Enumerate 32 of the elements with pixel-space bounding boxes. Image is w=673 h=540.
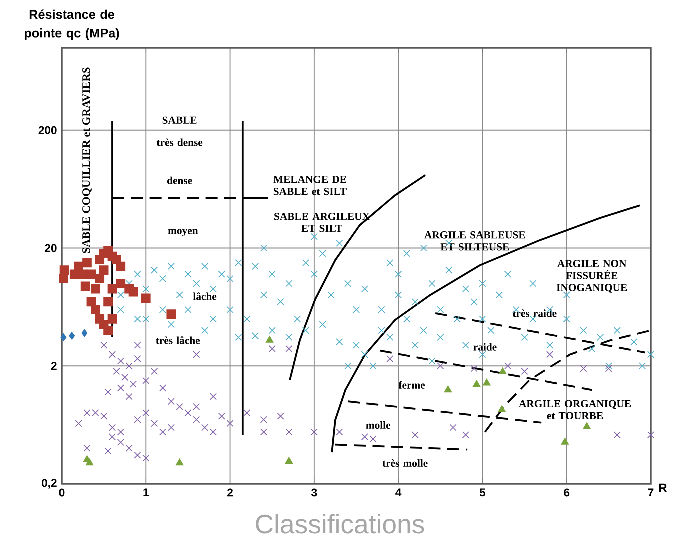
annotation: SABLE bbox=[162, 116, 197, 124]
annotation: très lâche bbox=[156, 336, 200, 344]
y-axis-title: Résistance de pointe qc (MPa) bbox=[24, 10, 120, 40]
x-tick-label: 1 bbox=[144, 488, 149, 497]
y-tick-label: 0,2 bbox=[42, 479, 57, 489]
annotation: ferme bbox=[398, 381, 426, 389]
annotation: ARGILE NON FISSURÉE INOGANIQUE bbox=[556, 260, 628, 293]
x-tick-label: 5 bbox=[480, 488, 486, 497]
x-tick-label: 2 bbox=[228, 488, 233, 497]
x-axis-title: R bbox=[659, 484, 668, 492]
text: Classifications bbox=[256, 514, 424, 534]
x-tick-label: 7 bbox=[648, 488, 654, 497]
annotation: dense bbox=[168, 176, 192, 184]
x-tick-label: 4 bbox=[396, 488, 402, 497]
annotation: moyen bbox=[168, 229, 198, 237]
annotation: molle bbox=[366, 422, 391, 430]
annotation: MELANGE DE SABLE et SILT bbox=[274, 176, 347, 196]
annotation: très dense bbox=[156, 138, 203, 146]
y-tick-label: 2 bbox=[51, 362, 57, 370]
annotation: SABLE ARGILEUX ET SILT bbox=[274, 213, 370, 232]
annotation: raide bbox=[474, 343, 497, 351]
y-tick-label: 20 bbox=[45, 244, 57, 252]
x-tick-label: 0 bbox=[59, 488, 65, 497]
annotation: très molle bbox=[382, 459, 428, 467]
annotation: ARGILE SABLEUSE ET SILTEUSE bbox=[424, 232, 526, 251]
y-tick-label: 200 bbox=[38, 126, 57, 134]
annotation: ARGILE ORGANIQUE et TOURBE bbox=[519, 400, 632, 420]
annotation: lâche bbox=[193, 292, 217, 300]
x-tick-label: 6 bbox=[564, 488, 570, 497]
annotation: SABLE COQUILLIER et GRAVIERS bbox=[82, 68, 92, 254]
annotation: très raide bbox=[512, 310, 557, 318]
x-tick-label: 3 bbox=[312, 488, 318, 497]
